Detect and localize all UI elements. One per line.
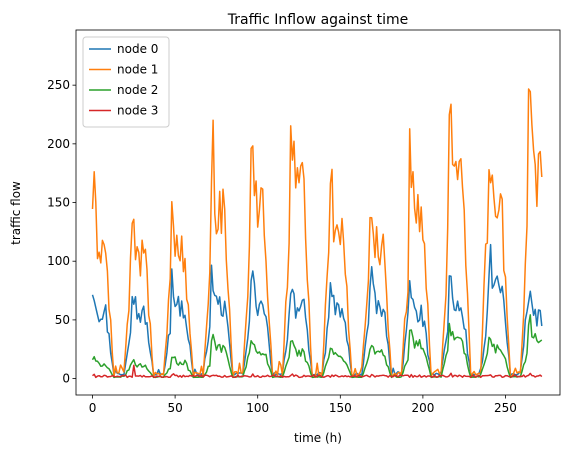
legend-entry: node 0	[117, 42, 158, 56]
y-axis: 0 50 100 150 200 250	[47, 78, 76, 386]
x-tick-label: 200	[411, 401, 434, 415]
y-tick-label: 150	[47, 196, 70, 210]
x-tick-label: 150	[329, 401, 352, 415]
series-line-node-0	[91, 243, 543, 376]
legend-box	[82, 36, 170, 128]
legend-entry: node 1	[117, 63, 158, 77]
series-line-node-1	[91, 88, 543, 377]
legend: node 0 node 1 node 2 node 3	[82, 36, 170, 128]
x-tick-label: 250	[494, 401, 517, 415]
y-tick-label: 50	[55, 313, 70, 327]
axes-frame	[75, 29, 561, 396]
series-line-node-3	[92, 364, 543, 379]
legend-entry: node 3	[117, 104, 158, 118]
y-tick-label: 0	[62, 372, 70, 386]
series-line-node-2	[91, 314, 543, 379]
x-tick-label: 50	[167, 401, 182, 415]
x-axis-label: time (h)	[294, 431, 342, 445]
y-tick-label: 100	[47, 254, 70, 268]
chart-title: Traffic Inflow against time	[227, 12, 408, 28]
legend-entry: node 2	[117, 83, 158, 97]
x-axis: 0 50 100 150 200 250	[89, 395, 517, 415]
x-tick-label: 100	[246, 401, 269, 415]
series-layer	[91, 88, 543, 379]
y-axis-label: traffic flow	[9, 181, 23, 245]
plot-area	[75, 29, 561, 396]
y-tick-label: 250	[47, 78, 70, 92]
y-tick-label: 200	[47, 137, 70, 151]
x-tick-label: 0	[89, 401, 97, 415]
